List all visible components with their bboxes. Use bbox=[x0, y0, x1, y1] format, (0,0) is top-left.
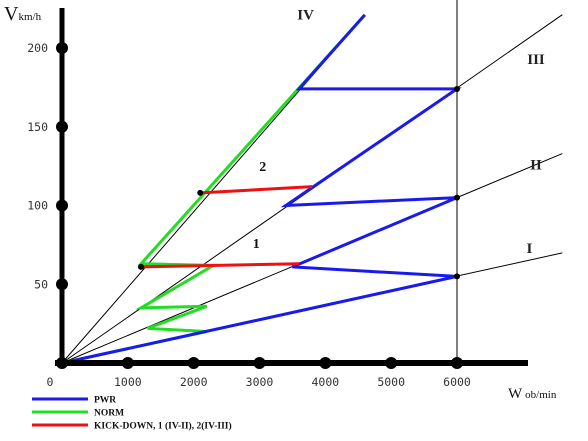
x-axis-label-unit: ob/min bbox=[525, 389, 557, 401]
y-axis-label-main: V bbox=[4, 3, 19, 25]
shift-point bbox=[454, 85, 460, 92]
x-tick-label: 6000 bbox=[443, 375, 471, 389]
x-tick-label: 5000 bbox=[377, 375, 405, 389]
legend: PWR NORM KICK-DOWN, 1 (IV-II), 2(IV-III) bbox=[32, 396, 232, 432]
series-pwr bbox=[61, 13, 462, 365]
shift-point bbox=[454, 273, 460, 280]
x-tick-label: 3000 bbox=[246, 375, 274, 389]
gear-label-IV: IV bbox=[297, 8, 314, 24]
x-tick-dot bbox=[451, 357, 463, 369]
y-tick-dot bbox=[56, 199, 68, 212]
x-tick-label: 4000 bbox=[311, 375, 339, 389]
gear-label-II: II bbox=[530, 157, 542, 173]
x-tick-label: 1000 bbox=[114, 375, 142, 389]
y-tick-dot bbox=[56, 120, 68, 133]
x-tick-dot bbox=[385, 357, 398, 369]
kick-down-label-2: 2 bbox=[259, 160, 266, 175]
y-axis-label-unit: km/h bbox=[18, 11, 41, 23]
gear-label-III: III bbox=[527, 52, 545, 68]
series-norm bbox=[61, 13, 366, 365]
y-tick-label: 200 bbox=[27, 41, 48, 55]
shift-point bbox=[454, 194, 460, 201]
x-tick-dot bbox=[253, 357, 266, 369]
tick-labels: 0 1000 2000 3000 4000 5000 6000 50 100 150 200 bbox=[27, 41, 471, 389]
series-layer bbox=[61, 13, 462, 365]
kick-down-label-1: 1 bbox=[253, 237, 260, 252]
legend-label: NORM bbox=[94, 409, 124, 419]
shift-point bbox=[138, 263, 144, 270]
shift-point bbox=[197, 189, 204, 196]
x-axis-label-main: W bbox=[508, 386, 523, 402]
y-tick-dot bbox=[56, 42, 68, 54]
y-tick-label: 150 bbox=[27, 120, 48, 134]
series-kick-down-2 bbox=[200, 185, 313, 195]
y-tick-label: 50 bbox=[34, 277, 48, 291]
x-tick-dot bbox=[319, 357, 332, 369]
x-tick-label: 2000 bbox=[180, 375, 208, 389]
marker-layer bbox=[56, 42, 463, 369]
y-tick-dot bbox=[56, 357, 68, 369]
y-axis-label: Vkm/h bbox=[4, 3, 42, 25]
x-tick-label: 0 bbox=[47, 375, 54, 389]
x-tick-dot bbox=[187, 357, 200, 369]
x-tick-dot bbox=[121, 357, 134, 369]
y-tick-dot bbox=[56, 278, 68, 291]
series-kick-down-1 bbox=[140, 262, 300, 269]
legend-label: KICK-DOWN, 1 (IV-II), 2(IV-III) bbox=[94, 421, 232, 432]
gear-label-I: I bbox=[526, 241, 532, 257]
legend-label: PWR bbox=[94, 396, 116, 406]
y-tick-label: 100 bbox=[27, 199, 48, 213]
